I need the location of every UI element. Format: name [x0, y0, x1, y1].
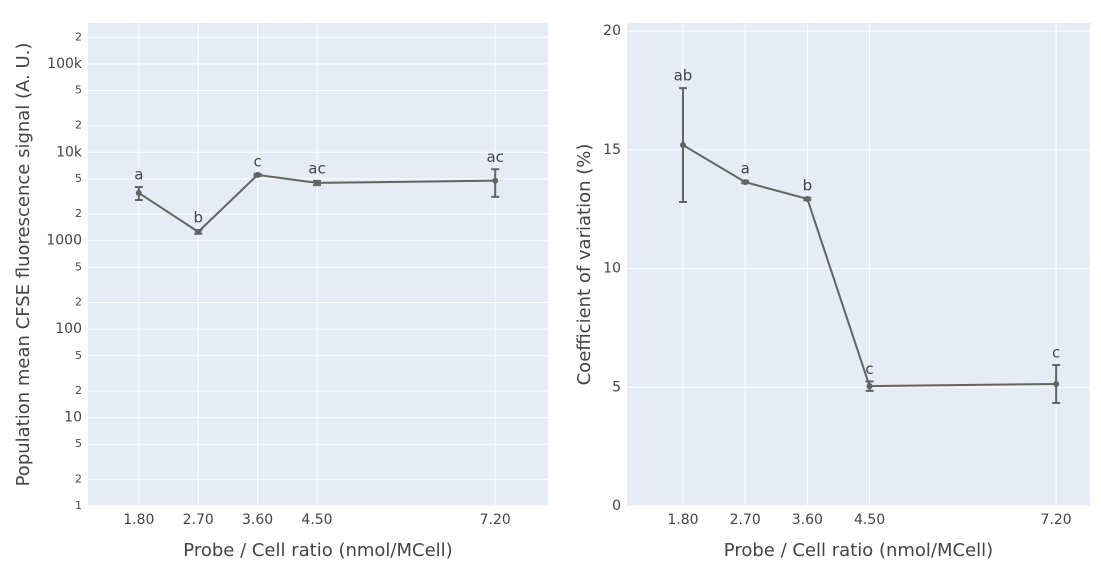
x-axis-title: Probe / Cell ratio (nmol/MCell): [724, 540, 993, 561]
y-tick-label: 2: [75, 30, 82, 43]
y-tick-label: 2: [75, 119, 82, 132]
x-tick-label: 7.20: [1041, 512, 1072, 528]
x-tick-label: 4.50: [301, 512, 332, 528]
y-tick-label: 2: [75, 296, 82, 309]
annotation: b: [803, 176, 813, 194]
y-tick-label: 5: [75, 172, 82, 185]
plot-area: [627, 23, 1090, 506]
y-tick-label: 10: [603, 261, 621, 277]
x-tick-label: 3.60: [792, 512, 823, 528]
data-point: [742, 179, 749, 186]
x-tick-label: 2.70: [183, 512, 214, 528]
y-tick-label: 1: [75, 499, 82, 512]
y-tick-label: 2: [75, 384, 82, 397]
plot-area: [88, 23, 548, 506]
y-tick-label: 1000: [46, 233, 82, 249]
data-point: [492, 177, 499, 184]
x-tick-label: 1.80: [667, 512, 698, 528]
annotation: ac: [486, 148, 503, 166]
data-point: [679, 142, 686, 149]
annotation: b: [193, 209, 203, 227]
y-axis-title: Coefficient of variation (%): [574, 144, 595, 386]
x-tick-label: 7.20: [480, 512, 511, 528]
y-tick-label: 20: [603, 23, 621, 39]
data-point: [135, 189, 142, 196]
annotation: c: [1052, 343, 1060, 361]
y-tick-label: 5: [75, 349, 82, 362]
data-point: [1053, 380, 1060, 387]
y-tick-label: 2: [75, 472, 82, 485]
data-point: [254, 171, 261, 178]
annotation: ac: [308, 159, 325, 177]
x-tick-label: 3.60: [242, 512, 273, 528]
annotation: a: [741, 159, 750, 177]
data-point: [804, 195, 811, 202]
y-tick-label: 2: [75, 207, 82, 220]
y-tick-label: 15: [603, 142, 621, 158]
annotation: ab: [674, 67, 693, 85]
x-tick-label: 4.50: [854, 512, 885, 528]
y-tick-label: 5: [75, 84, 82, 97]
data-point: [195, 228, 202, 235]
data-point: [314, 179, 321, 186]
data-point: [866, 383, 873, 390]
subplot: 0 5 10 15 20 1.80 2.70 3.60 4.50 7.20 Probe / Cell…: [574, 23, 1090, 561]
y-tick-label: 10: [64, 410, 82, 426]
y-tick-label: 100k: [47, 56, 83, 72]
subplot: 1 2 5 10 2 5 100 2 5 1000 2 5 10k 2 5 100k 2 1.80 2.70 3.60…: [13, 23, 548, 561]
annotation: a: [134, 166, 143, 184]
y-tick-label: 5: [75, 437, 82, 450]
y-tick-label: 10k: [56, 144, 83, 160]
x-axis-title: Probe / Cell ratio (nmol/MCell): [183, 540, 452, 561]
y-axis-title: Population mean CFSE fluorescence signal…: [13, 43, 34, 487]
x-tick-label: 1.80: [123, 512, 154, 528]
y-tick-label: 0: [612, 498, 621, 514]
y-tick-label: 100: [55, 321, 82, 337]
y-tick-label: 5: [75, 260, 82, 273]
x-tick-label: 2.70: [730, 512, 761, 528]
annotation: c: [865, 360, 873, 378]
y-tick-label: 5: [612, 379, 621, 395]
annotation: c: [253, 152, 261, 170]
